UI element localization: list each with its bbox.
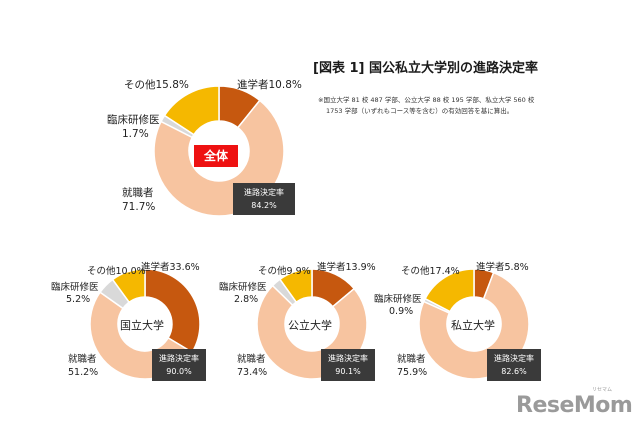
- resemom-logo: ReseMom: [516, 393, 633, 418]
- label-shushoku-pct-overall: 71.7%: [122, 201, 156, 213]
- rate-value: 90.1%: [335, 367, 361, 376]
- label-sonota-public: その他9.9%: [258, 266, 311, 277]
- label-shushoku-pct-private: 75.9%: [397, 367, 428, 378]
- label-shingaku-overall: 進学者10.8%: [237, 79, 302, 91]
- label-shushoku-overall: 就職者: [122, 187, 154, 199]
- label-rinsho-overall: 臨床研修医: [107, 114, 160, 126]
- label-rinsho-pct-public: 2.8%: [234, 294, 259, 305]
- label-rinsho-public: 臨床研修医: [219, 282, 267, 293]
- rate-label: 進路決定率: [244, 188, 284, 197]
- center-label-private: 私立大学: [451, 319, 495, 332]
- rate-label: 進路決定率: [328, 354, 368, 363]
- note-line: ※国立大学 81 校 487 学部、公立大学 88 校 195 学部、私立大学 …: [318, 96, 535, 104]
- label-rinsho-pct-overall: 1.7%: [122, 128, 149, 140]
- rate-label: 進路決定率: [494, 354, 534, 363]
- slice-sonota: [278, 268, 313, 304]
- slice-sonota: [163, 85, 220, 136]
- label-sonota-overall: その他15.8%: [124, 79, 189, 91]
- center-label-overall: 全体: [194, 145, 239, 167]
- label-shushoku-pct-national: 51.2%: [68, 367, 99, 378]
- rate-box-national: 進路決定率 90.0%: [152, 349, 206, 381]
- label-rinsho-pct-national: 5.2%: [66, 294, 91, 305]
- slice-sonota: [111, 268, 146, 304]
- label-shingaku-national: 進学者33.6%: [141, 262, 200, 273]
- label-rinsho-private: 臨床研修医: [374, 294, 422, 305]
- center-label-national: 国立大学: [120, 319, 164, 332]
- rate-value: 90.0%: [166, 367, 192, 376]
- label-sonota-private: その他17.4%: [401, 266, 460, 277]
- label-rinsho-national: 臨床研修医: [51, 282, 99, 293]
- label-shingaku-public: 進学者13.9%: [317, 262, 376, 273]
- label-rinsho-pct-private: 0.9%: [389, 306, 414, 317]
- label-shushoku-pct-public: 73.4%: [237, 367, 268, 378]
- label-shushoku-public: 就職者: [237, 354, 266, 365]
- figure-note: ※国立大学 81 校 487 学部、公立大学 88 校 195 学部、私立大学 …: [318, 95, 568, 117]
- label-shingaku-private: 進学者5.8%: [476, 262, 529, 273]
- rate-value: 82.6%: [501, 367, 527, 376]
- center-label-public: 公立大学: [288, 319, 332, 332]
- label-sonota-national: その他10.0%: [87, 266, 146, 277]
- rate-box-public: 進路決定率 90.1%: [321, 349, 375, 381]
- rate-box-private: 進路決定率 82.6%: [487, 349, 541, 381]
- rate-value: 84.2%: [251, 201, 277, 210]
- note-line: 1753 学部（いずれもコース等を含む）の有効回答を基に算出。: [326, 107, 514, 115]
- figure-title: [図表 1] 国公私立大学別の進路決定率: [313, 61, 538, 76]
- rate-box-overall: 進路決定率 84.2%: [233, 183, 295, 215]
- label-shushoku-private: 就職者: [397, 354, 426, 365]
- rate-label: 進路決定率: [159, 354, 199, 363]
- logo-subtext: リセマム: [592, 387, 613, 393]
- label-shushoku-national: 就職者: [68, 354, 97, 365]
- slice-sonota: [424, 268, 475, 313]
